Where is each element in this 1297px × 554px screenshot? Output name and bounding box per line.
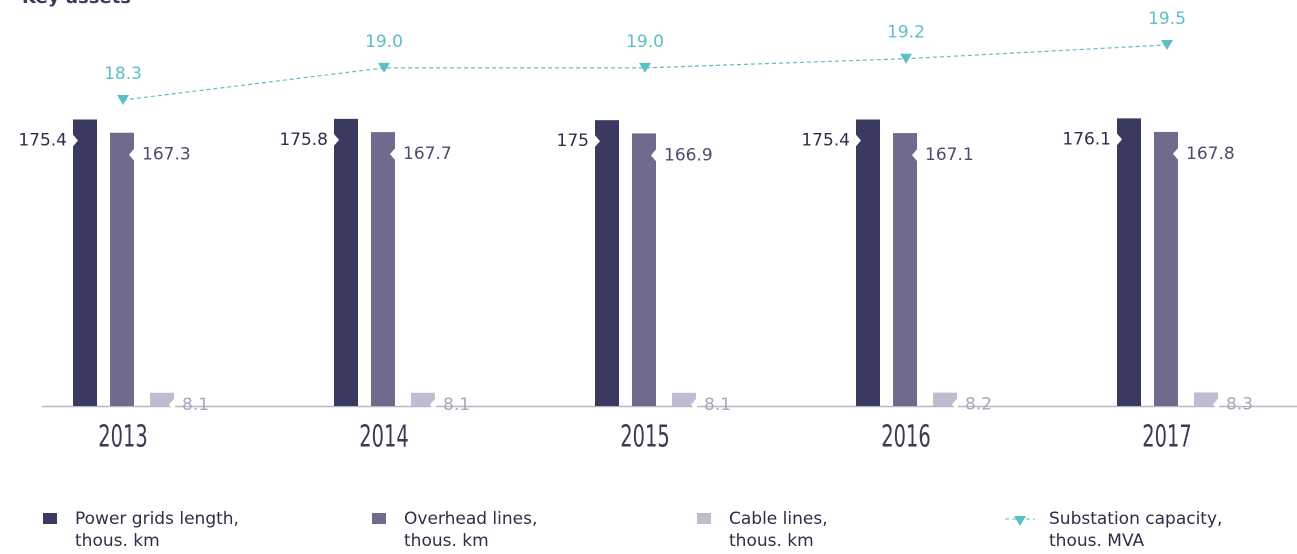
data-label: 175.4	[18, 131, 67, 151]
legend-label: Power grids length, thous. km	[75, 509, 239, 551]
data-label: 175	[557, 131, 589, 151]
data-label: 175.4	[801, 131, 850, 151]
label-notch	[1213, 397, 1219, 412]
bar	[371, 132, 395, 406]
data-label: 8.2	[965, 395, 992, 415]
bar	[1154, 131, 1178, 406]
data-label: 167.3	[142, 145, 191, 165]
x-tick-label: 2015	[620, 420, 669, 454]
bar	[933, 392, 957, 406]
data-label: 8.1	[182, 395, 209, 415]
data-label: 167.7	[403, 144, 452, 164]
label-notch	[169, 397, 175, 412]
data-label: 19.5	[1148, 9, 1186, 29]
x-tick-label: 2016	[881, 420, 930, 454]
data-label: 167.8	[1186, 144, 1235, 164]
data-label: 8.1	[704, 395, 731, 415]
label-notch	[691, 397, 697, 412]
x-tick-label: 2017	[1142, 420, 1191, 454]
label-notch	[1173, 146, 1179, 161]
x-tick-label: 2013	[98, 420, 147, 454]
label-notch	[855, 133, 861, 148]
marker	[1161, 39, 1173, 50]
label-notch	[952, 397, 958, 412]
bar	[856, 119, 880, 406]
data-label: 176.1	[1062, 129, 1111, 149]
bar	[1194, 392, 1218, 406]
label-notch	[390, 147, 396, 162]
legend-label: Substation capacity, thous. MVA	[1049, 509, 1223, 551]
line	[122, 44, 1168, 101]
bar	[595, 120, 619, 407]
bar	[73, 119, 97, 406]
chart-title: Key assets	[22, 0, 131, 8]
label-notch	[72, 133, 78, 148]
legend-swatch	[43, 513, 57, 524]
data-label: 166.9	[664, 145, 713, 165]
legend-line	[1005, 516, 1035, 526]
legend-label: Overhead lines, thous. km	[404, 509, 538, 551]
label-notch	[594, 134, 600, 149]
legend-swatch	[372, 513, 386, 524]
data-label: 8.1	[443, 395, 470, 415]
label-notch	[129, 147, 135, 162]
bar	[672, 392, 696, 406]
data-label: 19.2	[887, 23, 925, 43]
bar	[893, 133, 917, 406]
legend-swatch	[1005, 512, 1035, 526]
data-label: 19.0	[365, 32, 403, 52]
bar	[110, 132, 134, 406]
data-label: 8.3	[1226, 394, 1253, 414]
bar	[334, 118, 358, 407]
marker	[378, 62, 390, 73]
label-notch	[333, 132, 339, 147]
chart: Key assets 2013 2014 2015 2016 2017 175.4 175.…	[18, 0, 1297, 455]
data-label: 18.3	[104, 64, 142, 84]
label-notch	[430, 397, 436, 412]
label-notch	[912, 148, 918, 163]
marker	[639, 62, 651, 73]
legend-label: Cable lines, thous. km	[729, 509, 828, 551]
bar	[150, 392, 174, 406]
marker	[117, 94, 129, 105]
marker	[900, 53, 912, 64]
bar	[411, 392, 435, 406]
x-tick-label: 2014	[359, 420, 408, 454]
bar	[632, 133, 656, 406]
data-label: 167.1	[925, 145, 974, 165]
legend-swatch	[697, 513, 711, 524]
bar	[1117, 118, 1141, 407]
label-notch	[651, 148, 657, 163]
data-label: 175.8	[279, 130, 328, 150]
label-notch	[1116, 132, 1122, 147]
data-label: 19.0	[626, 32, 664, 52]
